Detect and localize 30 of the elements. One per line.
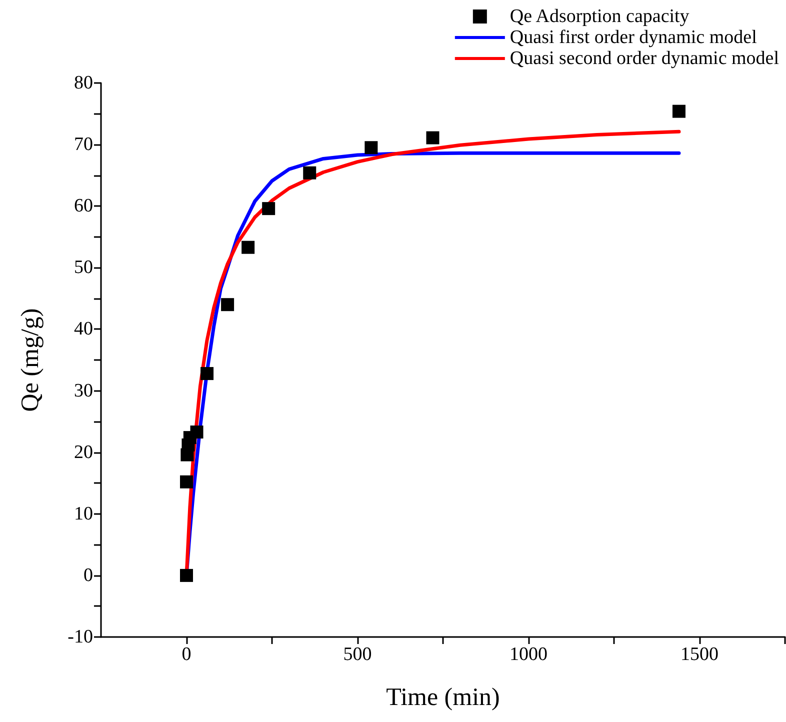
point: [200, 367, 214, 380]
y-tick-label: 50: [74, 257, 93, 278]
x-tick-label: 1500: [680, 644, 718, 665]
x-tick-label: 0: [182, 644, 192, 665]
point: [303, 166, 316, 180]
y-tick-label: 20: [74, 442, 93, 463]
point: [672, 104, 686, 118]
y-tick-label: 30: [74, 380, 93, 402]
point: [180, 475, 193, 488]
y-tick-label: 70: [74, 134, 93, 156]
point: [242, 240, 255, 254]
y-tick-label: 10: [74, 503, 93, 524]
y-tick-label: 80: [74, 72, 93, 94]
point: [262, 202, 276, 216]
y-tick-label: -10: [68, 626, 93, 648]
x-axis-title: Time (min): [386, 684, 500, 711]
legend-label: Quasi first order dynamic model: [510, 27, 757, 48]
y-tick-label: 60: [74, 196, 93, 217]
point: [221, 298, 234, 312]
legend-label: Quasi second order dynamic model: [510, 48, 780, 69]
y-tick-label: 40: [74, 318, 93, 340]
y-axis-title: Qe (mg/g): [17, 308, 44, 412]
y-tick-label: 0: [84, 564, 93, 586]
point: [190, 426, 204, 439]
point: [180, 568, 193, 582]
legend-label: Qe Adsorption capacity: [510, 6, 690, 27]
point: [426, 131, 440, 144]
x-tick-label: 1000: [510, 644, 548, 665]
x-tick-label: 500: [343, 644, 372, 665]
point: [364, 141, 378, 154]
